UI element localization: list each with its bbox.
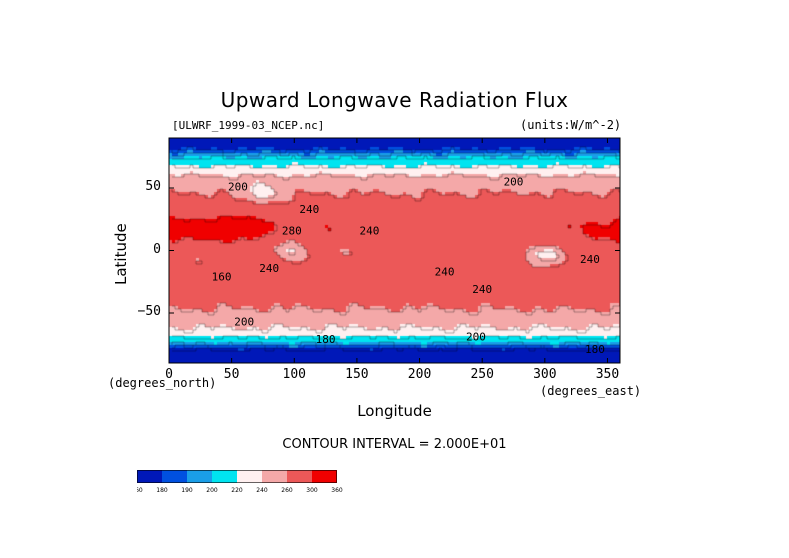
contour-label: 240 [435,266,455,279]
contour-labels-layer: 200 240 240 280 200 240 160 240 240 240 200 180 200 1… [212,176,605,357]
colorbar-swatch [137,470,162,483]
y-tick-label: 50 [145,179,161,194]
colorbar-swatch [162,470,187,483]
contour-label: 240 [259,262,279,275]
x-tick-label: 250 [470,367,494,382]
y-axis-label: Latitude [112,223,130,285]
colorbar: 160 180 190 200 220 240 260 300 360 [137,470,343,494]
contour-label: 240 [299,203,319,216]
colorbar-label: 180 [156,487,168,494]
contour-label: 200 [466,331,486,344]
contour-label: 240 [580,253,600,266]
colorbar-swatch [312,470,337,483]
x-axis-label: Longitude [357,402,432,420]
colorbar-label: 300 [306,487,318,494]
contour-label: 180 [585,343,605,356]
contour-interval-text: CONTOUR INTERVAL = 2.000E+01 [282,437,507,452]
colorbar-label: 190 [181,487,193,494]
colorbar-swatch [262,470,287,483]
x-unit-note: (degrees_east) [540,384,642,398]
x-tick-label: 300 [533,367,557,382]
x-tick-label: 350 [595,367,620,382]
colorbar-label: 160 [137,487,143,494]
colorbar-swatch [187,470,212,483]
colorbar-label: 240 [256,487,268,494]
units-label: (units:W/m^-2) [520,118,622,132]
colorbar-label: 260 [281,487,293,494]
contour-label: 160 [212,271,232,284]
x-tick-label: 200 [407,367,432,382]
chart-title: Upward Longwave Radiation Flux [220,88,569,112]
x-tick-label: 50 [223,367,240,382]
contour-label: 200 [504,176,524,189]
contour-label: 180 [316,333,336,346]
colorbar-label: 360 [331,487,343,494]
colorbar-swatch [237,470,262,483]
contour-label: 280 [282,224,302,237]
y-unit-note: (degrees_north) [108,376,217,390]
colorbar-label: 200 [206,487,218,494]
colorbar-label: 220 [231,487,243,494]
heatmap-plot-area: 200 240 240 280 200 240 160 240 240 240 200 180 200 1… [169,138,620,363]
x-tick-label: 0 [165,367,173,382]
y-tick-label: 0 [153,241,161,257]
dataset-label: [ULWRF_1999-03_NCEP.nc] [172,119,325,132]
x-tick-label: 100 [282,367,306,382]
contour-label: 240 [360,224,380,237]
contour-label: 200 [228,181,248,194]
contour-label: 240 [472,283,492,296]
contour-label: 200 [234,316,254,329]
y-tick-label: −50 [137,304,161,319]
colorbar-swatch [212,470,237,483]
x-tick-label: 150 [345,367,369,382]
colorbar-swatch [287,470,312,483]
